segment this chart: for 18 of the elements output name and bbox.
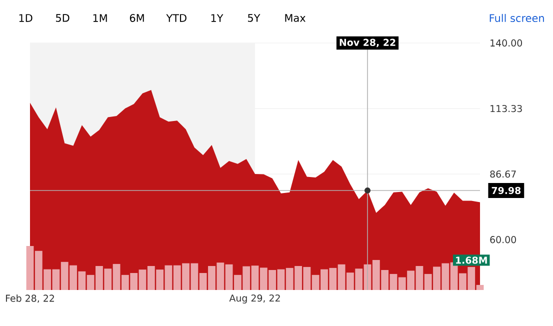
x-tick-label: Aug 29, 22 [229,294,280,304]
y-tick-label: 86.67 [490,170,516,178]
text: 6M [130,14,144,22]
text: 1Y [211,14,224,22]
x-tick-label: Feb 28, 22 [6,294,54,303]
text: 1M [93,14,107,22]
text: Max [285,14,306,22]
text: 1D [19,14,32,22]
text: Full screen [490,14,544,22]
data-label: 1.68M [456,256,487,264]
y-tick-label: 60.00 [490,236,516,244]
text: 5D [56,14,70,22]
ref-line-label: 79.98 [492,186,521,194]
ref-line-label: Nov 28, 22 [340,38,396,48]
y-tick-label: 113.33 [490,104,522,112]
text: YTD [166,14,186,22]
text: 5Y [248,14,260,22]
y-tick-label: 140.00 [490,39,522,47]
